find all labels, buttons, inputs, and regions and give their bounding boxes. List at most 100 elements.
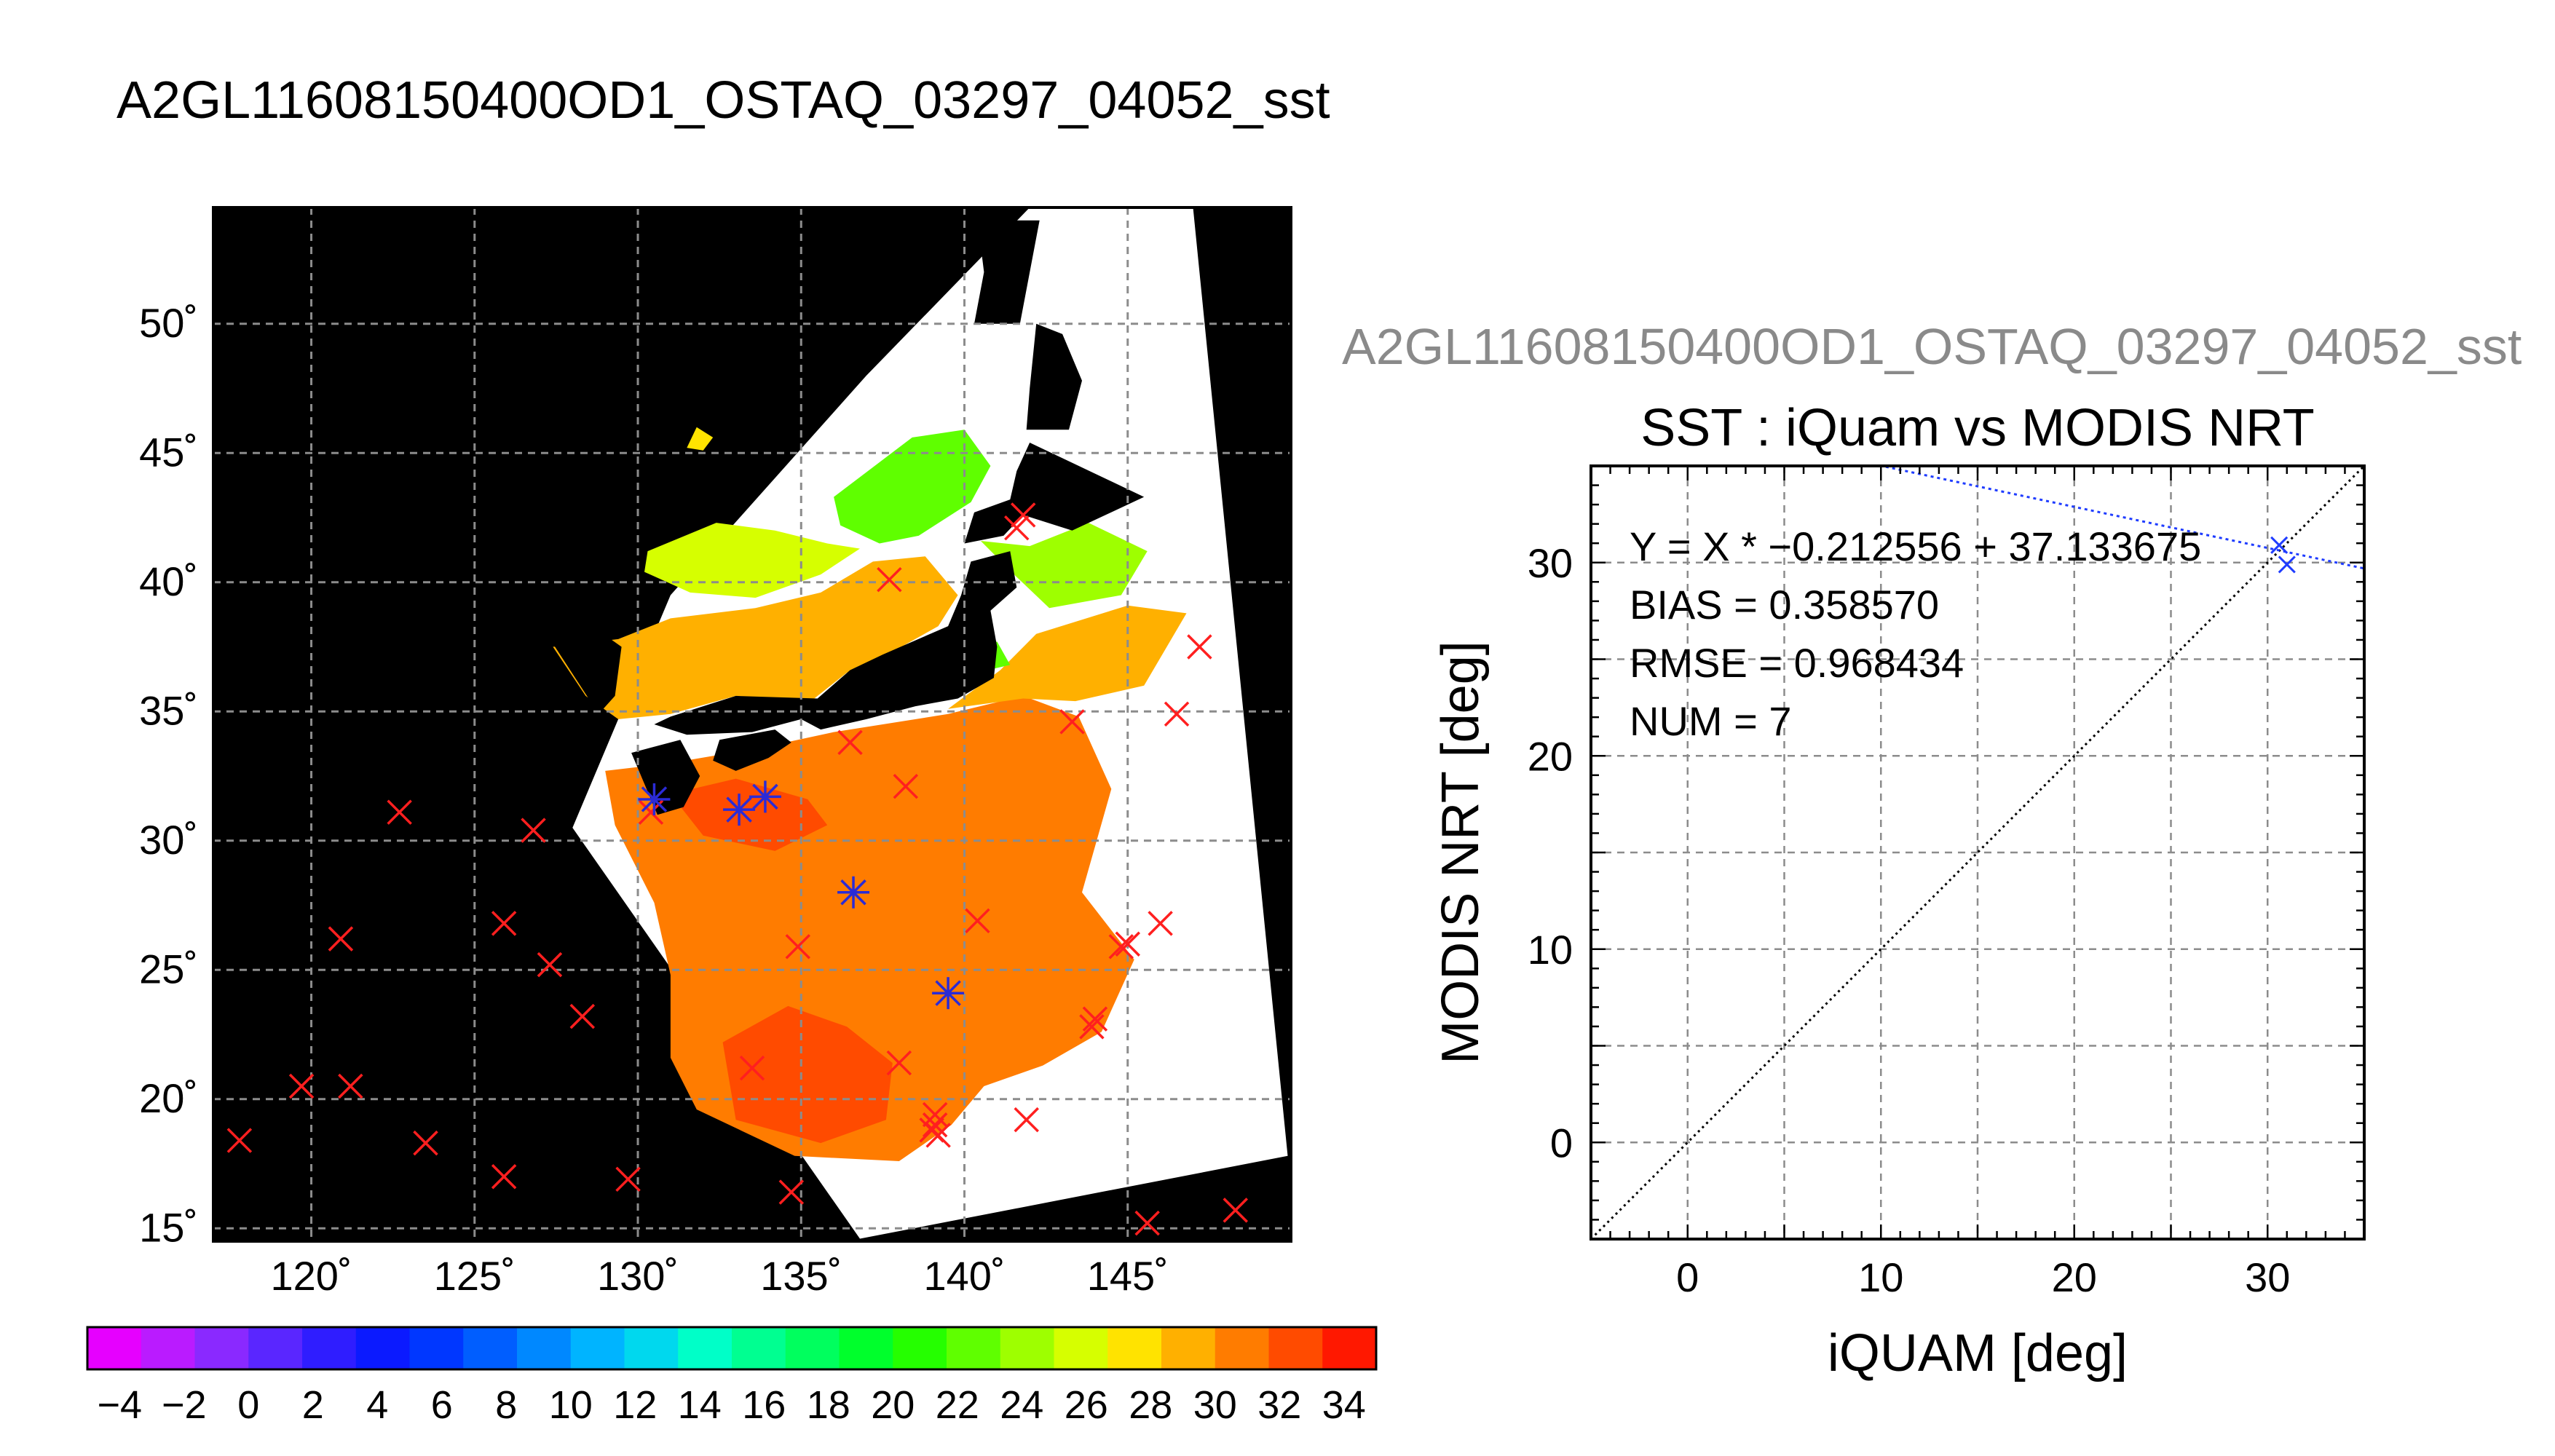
colorbar-cell xyxy=(1000,1327,1055,1369)
scatter-y-tick-label: 20 xyxy=(1528,733,1573,779)
colorbar-cell xyxy=(839,1327,893,1369)
map-x-tick-label: 130˚ xyxy=(597,1253,679,1299)
colorbar-cells xyxy=(87,1327,1377,1369)
colorbar-tick-label: 34 xyxy=(1322,1383,1366,1427)
buoy-marker-red xyxy=(615,1166,641,1192)
colorbar-cell xyxy=(1215,1327,1270,1369)
colorbar-tick-label: 30 xyxy=(1193,1383,1237,1427)
map-x-tick-label: 125˚ xyxy=(434,1253,516,1299)
colorbar-tick-label: 6 xyxy=(431,1383,453,1427)
colorbar-cell xyxy=(785,1327,840,1369)
colorbar-tick-label: 26 xyxy=(1065,1383,1108,1427)
scatter-stats-annotations: Y = X * −0.212556 + 37.133675 BIAS = 0.3… xyxy=(1630,523,2201,744)
map-y-tick-label: 45˚ xyxy=(139,429,198,475)
colorbar-cell xyxy=(1322,1327,1377,1369)
map-y-tick-labels: 15˚ 20˚ 25˚ 30˚ 35˚ 40˚ 45˚ 50˚ xyxy=(139,300,198,1251)
buoy-marker-red xyxy=(1164,701,1190,727)
buoy-marker-red xyxy=(965,908,990,934)
sst-patch xyxy=(553,556,958,719)
buoy-marker-red xyxy=(886,1050,912,1076)
colorbar-tick-label: 16 xyxy=(742,1383,786,1427)
matched-buoy-marker xyxy=(723,794,756,826)
scatter-x-tick-label: 20 xyxy=(2052,1254,2097,1300)
colorbar-cell xyxy=(893,1327,947,1369)
matched-buoy-marker xyxy=(749,780,781,813)
scatter-point xyxy=(2270,536,2289,554)
map-frame xyxy=(212,206,1292,1243)
buoy-marker-red xyxy=(785,934,811,960)
buoy-marker-red xyxy=(491,911,517,936)
scatter-points-layer xyxy=(2270,536,2296,574)
map-land-layer xyxy=(540,220,1145,815)
colorbar-cell xyxy=(463,1327,518,1369)
map-y-tick-label: 20˚ xyxy=(139,1075,198,1121)
buoy-marker-red xyxy=(739,1055,765,1081)
scatter-x-tick-label: 30 xyxy=(2245,1254,2290,1300)
map-x-tick-labels: 120˚ 125˚ 130˚ 135˚ 140˚ 145˚ xyxy=(270,1253,1168,1299)
matched-buoy-marker xyxy=(638,783,671,815)
sst-patch xyxy=(980,523,1148,609)
colorbar-frame xyxy=(86,1326,1378,1371)
colorbar-cell xyxy=(1054,1327,1108,1369)
colorbar-tick-label: 22 xyxy=(936,1383,979,1427)
colorbar-tick-label: 8 xyxy=(495,1383,517,1427)
buoy-marker-red xyxy=(1011,502,1036,528)
sst-patch xyxy=(670,778,828,851)
map-y-tick-label: 25˚ xyxy=(139,946,198,992)
sst-patch xyxy=(722,1005,893,1144)
map-x-tick-label: 120˚ xyxy=(270,1253,352,1299)
map-x-tick-label: 145˚ xyxy=(1087,1253,1169,1299)
land-mass xyxy=(974,220,1040,324)
fit-line xyxy=(1876,466,2364,570)
colorbar: −4 −2 0 2 4 6 8 10 12 14 16 18 20 22 24 26 28 30 32 34 xyxy=(86,1326,1378,1427)
scatter-x-tick-label: 10 xyxy=(1858,1254,1903,1300)
fit-equation-label: Y = X * −0.212556 + 37.133675 xyxy=(1630,523,2201,569)
matched-buoy-marker xyxy=(837,876,870,909)
buoy-marker-red xyxy=(1004,515,1030,541)
colorbar-tick-label: 0 xyxy=(237,1383,259,1427)
colorbar-tick-label: 10 xyxy=(549,1383,593,1427)
land-mass xyxy=(631,740,700,815)
buoy-marker-red xyxy=(1134,1210,1160,1236)
matched-buoy-marker xyxy=(932,977,965,1010)
buoy-marker-red xyxy=(922,1112,948,1138)
buoy-marker-red xyxy=(837,729,863,756)
map-y-tick-label: 40˚ xyxy=(139,558,198,604)
scatter-y-tick-label: 0 xyxy=(1550,1120,1573,1166)
buoy-marker-red xyxy=(413,1130,438,1156)
map-x-tick-label: 140˚ xyxy=(923,1253,1005,1299)
buoy-marker-red xyxy=(1079,1014,1105,1040)
buoy-marker-red xyxy=(1082,1006,1108,1032)
map-grid-layer xyxy=(213,207,1291,1241)
land-mass xyxy=(540,623,622,714)
buoy-marker-red xyxy=(328,926,354,951)
map-x-tick-label: 135˚ xyxy=(760,1253,842,1299)
buoy-marker-red xyxy=(922,1101,948,1128)
scatter-panel: SST : iQuam vs MODIS NRT 0 10 20 30 0 10 20 30… xyxy=(1431,399,2366,1382)
buoy-marker-red xyxy=(387,799,412,825)
colorbar-cell xyxy=(624,1327,679,1369)
buoy-marker-red xyxy=(338,1073,363,1099)
buoy-marker-red xyxy=(1059,709,1085,735)
colorbar-tick-label: 28 xyxy=(1129,1383,1172,1427)
colorbar-cell xyxy=(409,1327,464,1369)
land-mass xyxy=(654,551,1017,735)
colorbar-cell xyxy=(570,1327,625,1369)
colorbar-tick-label: 20 xyxy=(871,1383,915,1427)
scatter-y-tick-label: 30 xyxy=(1528,540,1573,586)
colorbar-tick-label: 12 xyxy=(613,1383,657,1427)
colorbar-cell xyxy=(248,1327,303,1369)
buoy-marker-red xyxy=(1187,634,1212,660)
colorbar-cell xyxy=(947,1327,1001,1369)
land-mass xyxy=(1026,323,1082,430)
colorbar-cell xyxy=(87,1327,142,1369)
main-title: A2GL11608150400OD1_OSTAQ_03297_04052_sst xyxy=(117,71,1330,130)
buoy-marker-red xyxy=(491,1164,517,1190)
colorbar-cell xyxy=(517,1327,572,1369)
num-label: NUM = 7 xyxy=(1630,698,1792,744)
scatter-y-tick-labels: 0 10 20 30 xyxy=(1528,540,1573,1166)
buoy-marker-red xyxy=(893,773,919,799)
sst-patch xyxy=(644,523,860,598)
colorbar-tick-label: 4 xyxy=(366,1383,388,1427)
